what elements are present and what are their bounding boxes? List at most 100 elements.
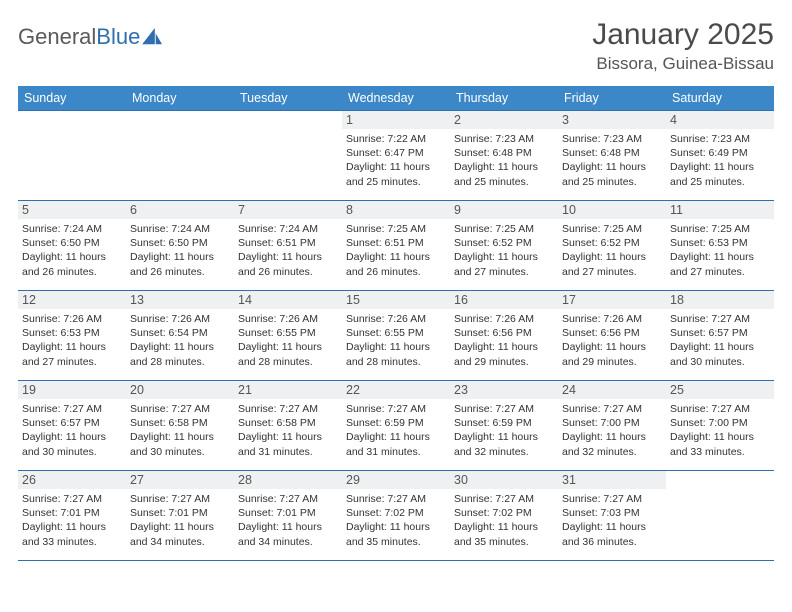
day-detail-line: Sunset: 7:01 PM xyxy=(238,506,338,520)
day-detail-line: Sunset: 6:55 PM xyxy=(346,326,446,340)
day-detail-line: Sunset: 6:56 PM xyxy=(454,326,554,340)
day-detail-line: Daylight: 11 hours xyxy=(670,430,770,444)
day-detail-line: Daylight: 11 hours xyxy=(130,430,230,444)
day-detail-line: Daylight: 11 hours xyxy=(22,250,122,264)
calendar-day-cell: 15Sunrise: 7:26 AMSunset: 6:55 PMDayligh… xyxy=(342,291,450,381)
calendar-day-cell: 24Sunrise: 7:27 AMSunset: 7:00 PMDayligh… xyxy=(558,381,666,471)
day-details: Sunrise: 7:23 AMSunset: 6:48 PMDaylight:… xyxy=(454,132,554,189)
day-number: 14 xyxy=(234,291,342,309)
day-detail-line: Daylight: 11 hours xyxy=(346,160,446,174)
day-detail-line: Sunrise: 7:25 AM xyxy=(346,222,446,236)
day-number: 24 xyxy=(558,381,666,399)
day-detail-line: Sunrise: 7:27 AM xyxy=(238,492,338,506)
logo-text-blue: Blue xyxy=(96,24,140,49)
day-details: Sunrise: 7:27 AMSunset: 7:01 PMDaylight:… xyxy=(130,492,230,549)
day-detail-line: and 31 minutes. xyxy=(346,445,446,459)
calendar-day-cell: 19Sunrise: 7:27 AMSunset: 6:57 PMDayligh… xyxy=(18,381,126,471)
day-details: Sunrise: 7:27 AMSunset: 6:59 PMDaylight:… xyxy=(454,402,554,459)
calendar-day-cell: 13Sunrise: 7:26 AMSunset: 6:54 PMDayligh… xyxy=(126,291,234,381)
day-details: Sunrise: 7:24 AMSunset: 6:51 PMDaylight:… xyxy=(238,222,338,279)
day-detail-line: Daylight: 11 hours xyxy=(670,250,770,264)
day-number: 30 xyxy=(450,471,558,489)
day-number: 25 xyxy=(666,381,774,399)
day-detail-line: Sunrise: 7:27 AM xyxy=(22,402,122,416)
day-number: 26 xyxy=(18,471,126,489)
day-number: 3 xyxy=(558,111,666,129)
day-details: Sunrise: 7:26 AMSunset: 6:56 PMDaylight:… xyxy=(454,312,554,369)
calendar-week-row: 26Sunrise: 7:27 AMSunset: 7:01 PMDayligh… xyxy=(18,471,774,561)
day-detail-line: and 28 minutes. xyxy=(130,355,230,369)
calendar-day-cell: 14Sunrise: 7:26 AMSunset: 6:55 PMDayligh… xyxy=(234,291,342,381)
day-number xyxy=(234,111,342,115)
day-detail-line: and 30 minutes. xyxy=(22,445,122,459)
day-detail-line: Sunset: 6:57 PM xyxy=(670,326,770,340)
day-number: 15 xyxy=(342,291,450,309)
calendar-table: Sunday Monday Tuesday Wednesday Thursday… xyxy=(18,86,774,561)
day-details: Sunrise: 7:23 AMSunset: 6:48 PMDaylight:… xyxy=(562,132,662,189)
day-detail-line: and 30 minutes. xyxy=(670,355,770,369)
day-detail-line: Sunrise: 7:25 AM xyxy=(562,222,662,236)
weekday-header: Thursday xyxy=(450,86,558,111)
day-detail-line: Sunset: 6:55 PM xyxy=(238,326,338,340)
day-detail-line: and 33 minutes. xyxy=(670,445,770,459)
calendar-day-cell: 20Sunrise: 7:27 AMSunset: 6:58 PMDayligh… xyxy=(126,381,234,471)
day-details: Sunrise: 7:26 AMSunset: 6:54 PMDaylight:… xyxy=(130,312,230,369)
weekday-header: Monday xyxy=(126,86,234,111)
day-detail-line: Daylight: 11 hours xyxy=(238,250,338,264)
day-detail-line: and 34 minutes. xyxy=(130,535,230,549)
day-details: Sunrise: 7:27 AMSunset: 7:01 PMDaylight:… xyxy=(22,492,122,549)
day-detail-line: and 25 minutes. xyxy=(670,175,770,189)
day-details: Sunrise: 7:25 AMSunset: 6:52 PMDaylight:… xyxy=(454,222,554,279)
calendar-day-cell: 28Sunrise: 7:27 AMSunset: 7:01 PMDayligh… xyxy=(234,471,342,561)
day-number: 7 xyxy=(234,201,342,219)
calendar-day-cell: 12Sunrise: 7:26 AMSunset: 6:53 PMDayligh… xyxy=(18,291,126,381)
day-detail-line: Sunrise: 7:27 AM xyxy=(562,402,662,416)
day-number: 18 xyxy=(666,291,774,309)
calendar-day-cell: 25 Sunrise: 7:27 AMSunset: 7:00 PMDayligh… xyxy=(666,381,774,471)
day-detail-line: Sunset: 6:47 PM xyxy=(346,146,446,160)
day-detail-line: Sunrise: 7:23 AM xyxy=(454,132,554,146)
day-detail-line: and 28 minutes. xyxy=(238,355,338,369)
day-detail-line: Sunrise: 7:24 AM xyxy=(238,222,338,236)
day-detail-line: and 25 minutes. xyxy=(562,175,662,189)
calendar-day-cell: 16 Sunrise: 7:26 AMSunset: 6:56 PMDayligh… xyxy=(450,291,558,381)
day-detail-line: Daylight: 11 hours xyxy=(346,520,446,534)
day-number: 8 xyxy=(342,201,450,219)
day-detail-line: Sunrise: 7:23 AM xyxy=(562,132,662,146)
calendar-day-cell: 17Sunrise: 7:26 AMSunset: 6:56 PMDayligh… xyxy=(558,291,666,381)
day-detail-line: Daylight: 11 hours xyxy=(238,520,338,534)
weekday-header: Wednesday xyxy=(342,86,450,111)
day-detail-line: Daylight: 11 hours xyxy=(346,340,446,354)
day-number: 16 xyxy=(450,291,558,309)
day-detail-line: Sunset: 6:52 PM xyxy=(562,236,662,250)
day-detail-line: Sunrise: 7:27 AM xyxy=(454,492,554,506)
day-detail-line: Daylight: 11 hours xyxy=(130,340,230,354)
day-details: Sunrise: 7:24 AMSunset: 6:50 PMDaylight:… xyxy=(130,222,230,279)
day-details: Sunrise: 7:25 AMSunset: 6:52 PMDaylight:… xyxy=(562,222,662,279)
day-detail-line: Sunset: 6:53 PM xyxy=(22,326,122,340)
day-details: Sunrise: 7:24 AMSunset: 6:50 PMDaylight:… xyxy=(22,222,122,279)
day-detail-line: and 25 minutes. xyxy=(346,175,446,189)
day-details: Sunrise: 7:26 AMSunset: 6:53 PMDaylight:… xyxy=(22,312,122,369)
day-details: Sunrise: 7:27 AMSunset: 6:58 PMDaylight:… xyxy=(238,402,338,459)
calendar-day-cell xyxy=(18,111,126,201)
calendar-day-cell: 10Sunrise: 7:25 AMSunset: 6:52 PMDayligh… xyxy=(558,201,666,291)
weekday-header: Tuesday xyxy=(234,86,342,111)
day-detail-line: Daylight: 11 hours xyxy=(562,340,662,354)
calendar-day-cell xyxy=(234,111,342,201)
day-detail-line: Sunrise: 7:27 AM xyxy=(346,402,446,416)
day-detail-line: Sunset: 6:54 PM xyxy=(130,326,230,340)
day-detail-line: Sunrise: 7:27 AM xyxy=(670,402,770,416)
day-detail-line: Sunset: 6:59 PM xyxy=(454,416,554,430)
day-details: Sunrise: 7:23 AMSunset: 6:49 PMDaylight:… xyxy=(670,132,770,189)
day-number: 17 xyxy=(558,291,666,309)
day-detail-line: and 33 minutes. xyxy=(22,535,122,549)
day-detail-line: Sunrise: 7:26 AM xyxy=(454,312,554,326)
logo-sail-icon xyxy=(142,28,164,46)
day-number xyxy=(126,111,234,115)
day-detail-line: Sunset: 7:00 PM xyxy=(670,416,770,430)
day-detail-line: Daylight: 11 hours xyxy=(130,520,230,534)
logo-text-general: General xyxy=(18,24,96,49)
day-detail-line: Daylight: 11 hours xyxy=(346,250,446,264)
day-detail-line: Sunrise: 7:24 AM xyxy=(130,222,230,236)
